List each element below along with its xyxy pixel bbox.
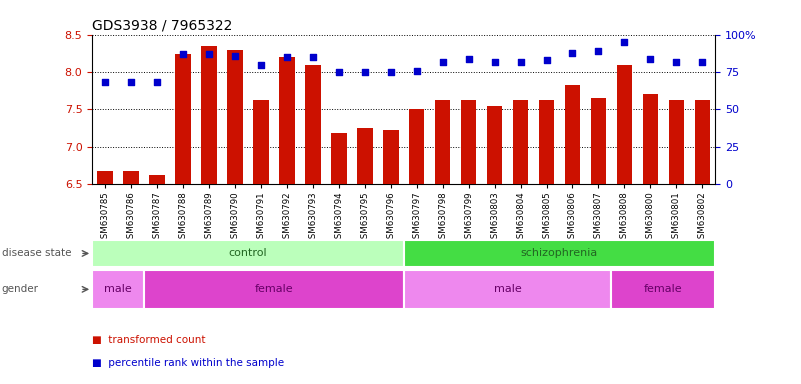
Text: ■  transformed count: ■ transformed count xyxy=(92,335,206,345)
Point xyxy=(203,51,215,57)
Bar xyxy=(149,175,165,184)
Text: male: male xyxy=(104,284,132,295)
Point xyxy=(125,79,138,86)
Point xyxy=(514,58,527,65)
Bar xyxy=(404,270,611,309)
Text: male: male xyxy=(493,284,521,295)
Point xyxy=(618,39,631,45)
Point xyxy=(644,55,657,61)
Bar xyxy=(175,54,191,184)
Text: GDS3938 / 7965322: GDS3938 / 7965322 xyxy=(92,18,232,32)
Bar xyxy=(461,100,477,184)
Bar xyxy=(92,270,144,309)
Bar xyxy=(383,131,399,184)
Bar xyxy=(357,128,372,184)
Bar xyxy=(123,171,139,184)
Text: female: female xyxy=(255,284,293,295)
Text: control: control xyxy=(228,248,268,258)
Bar xyxy=(331,132,347,184)
Point xyxy=(437,58,449,65)
Point xyxy=(176,51,189,57)
Bar xyxy=(590,98,606,184)
Bar xyxy=(611,270,715,309)
Point xyxy=(410,68,423,74)
Point xyxy=(592,48,605,54)
Bar xyxy=(694,100,710,184)
Text: female: female xyxy=(644,284,682,295)
Point xyxy=(384,69,397,75)
Bar xyxy=(404,240,715,267)
Bar xyxy=(97,171,113,184)
Text: schizophrenia: schizophrenia xyxy=(521,248,598,258)
Point xyxy=(696,58,709,65)
Point xyxy=(307,54,320,60)
Point xyxy=(151,79,163,86)
Bar xyxy=(279,57,295,184)
Bar xyxy=(487,106,502,184)
Bar xyxy=(253,100,268,184)
Text: gender: gender xyxy=(2,284,38,295)
Point xyxy=(358,69,371,75)
Bar xyxy=(565,86,580,184)
Point xyxy=(280,54,293,60)
Bar xyxy=(92,240,404,267)
Point xyxy=(540,57,553,63)
Point xyxy=(488,58,501,65)
Point xyxy=(462,55,475,61)
Bar xyxy=(305,65,320,184)
Text: ■  percentile rank within the sample: ■ percentile rank within the sample xyxy=(92,358,284,368)
Point xyxy=(332,69,345,75)
Bar xyxy=(539,100,554,184)
Text: disease state: disease state xyxy=(2,248,71,258)
Bar xyxy=(642,94,658,184)
Point xyxy=(566,50,579,56)
Bar xyxy=(227,50,243,184)
Point xyxy=(228,53,241,59)
Bar xyxy=(617,65,632,184)
Bar xyxy=(409,109,425,184)
Bar xyxy=(513,100,529,184)
Bar xyxy=(144,270,404,309)
Bar xyxy=(201,46,217,184)
Bar xyxy=(435,100,450,184)
Point xyxy=(255,61,268,68)
Point xyxy=(99,79,111,86)
Point xyxy=(670,58,682,65)
Bar xyxy=(669,100,684,184)
